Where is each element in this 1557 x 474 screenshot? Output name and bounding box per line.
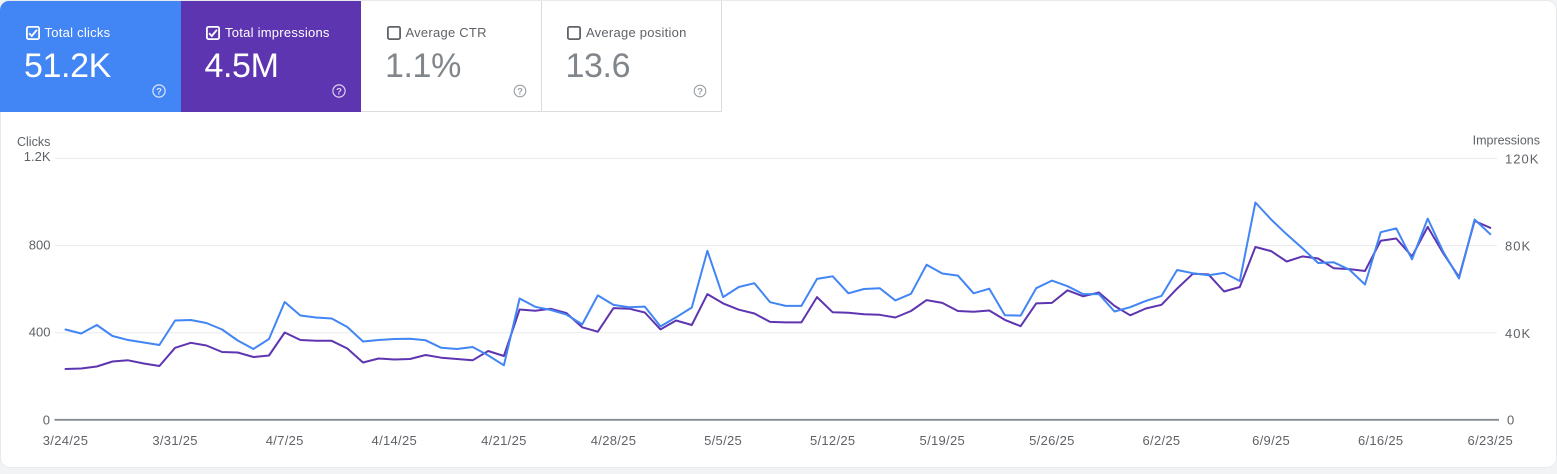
svg-text:?: ?	[517, 86, 523, 97]
svg-text:80K: 80K	[1505, 239, 1531, 254]
svg-text:Clicks: Clicks	[17, 135, 50, 149]
svg-text:?: ?	[336, 86, 342, 97]
svg-text:0: 0	[43, 413, 50, 428]
svg-text:6/23/25: 6/23/25	[1468, 433, 1513, 448]
svg-text:40K: 40K	[1505, 326, 1531, 341]
svg-text:400: 400	[29, 325, 51, 340]
svg-text:1.2K: 1.2K	[24, 149, 51, 164]
svg-text:4/21/25: 4/21/25	[481, 433, 526, 448]
svg-text:Impressions: Impressions	[1473, 134, 1540, 148]
svg-text:5/5/25: 5/5/25	[704, 433, 742, 448]
svg-text:?: ?	[697, 86, 703, 97]
svg-text:0: 0	[1507, 413, 1514, 428]
svg-text:3/24/25: 3/24/25	[43, 433, 88, 448]
svg-text:?: ?	[156, 86, 162, 97]
svg-text:4/14/25: 4/14/25	[372, 433, 417, 448]
svg-text:120K: 120K	[1505, 152, 1539, 167]
svg-text:6/9/25: 6/9/25	[1252, 433, 1290, 448]
svg-text:4/28/25: 4/28/25	[591, 433, 636, 448]
svg-text:3/31/25: 3/31/25	[152, 433, 197, 448]
svg-text:6/16/25: 6/16/25	[1358, 433, 1403, 448]
svg-text:800: 800	[29, 238, 51, 253]
svg-text:5/19/25: 5/19/25	[920, 433, 965, 448]
svg-text:5/12/25: 5/12/25	[810, 433, 855, 448]
svg-text:5/26/25: 5/26/25	[1029, 433, 1074, 448]
svg-text:4/7/25: 4/7/25	[266, 433, 304, 448]
svg-text:6/2/25: 6/2/25	[1143, 433, 1181, 448]
